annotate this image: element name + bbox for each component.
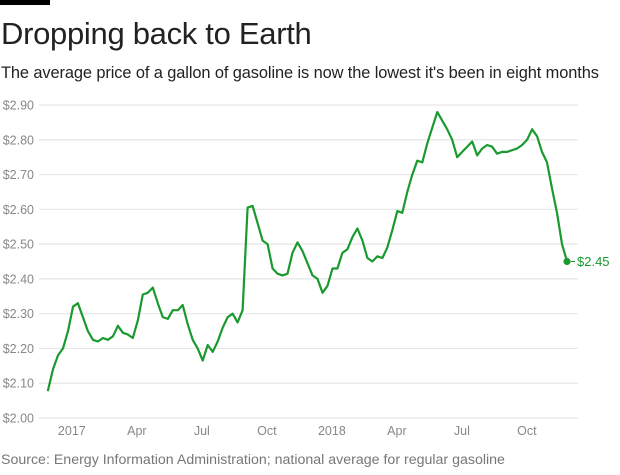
- y-tick-label: $2.30: [3, 307, 34, 321]
- y-tick-label: $2.70: [3, 168, 34, 182]
- series-layer: [46, 110, 569, 392]
- end-value-label: $2.45: [577, 254, 610, 269]
- y-tick-label: $2.20: [3, 342, 34, 356]
- x-tick-label: Apr: [127, 424, 146, 438]
- x-tick-label: 2017: [58, 424, 86, 438]
- y-tick-label: $2.10: [3, 377, 34, 391]
- x-axis-ticks: 2017 Apr Jul Oct 2018 Apr Jul Oct: [58, 424, 537, 438]
- gridlines: [39, 104, 578, 419]
- chart-title: Dropping back to Earth: [1, 16, 312, 51]
- x-tick-label: Oct: [517, 424, 537, 438]
- y-axis-ticks: $2.00 $2.10 $2.20 $2.30 $2.40 $2.50 $2.60 $2.70…: [3, 99, 34, 426]
- annotation-layer: $2.45: [563, 254, 610, 269]
- y-tick-label: $2.60: [3, 203, 34, 217]
- x-tick-label: 2018: [318, 424, 346, 438]
- y-tick-label: $2.50: [3, 238, 34, 252]
- y-tick-label: $2.00: [3, 412, 34, 426]
- x-tick-label: Jul: [454, 424, 470, 438]
- x-tick-label: Apr: [387, 424, 406, 438]
- x-tick-label: Jul: [194, 424, 210, 438]
- y-tick-label: $2.90: [3, 99, 34, 113]
- price-line: [46, 110, 569, 392]
- brand-bar: [0, 0, 50, 5]
- y-tick-label: $2.80: [3, 133, 34, 147]
- y-tick-label: $2.40: [3, 272, 34, 286]
- source-note: Source: Energy Information Administratio…: [1, 452, 505, 468]
- x-tick-label: Oct: [257, 424, 277, 438]
- chart-subtitle: The average price of a gallon of gasolin…: [1, 64, 599, 82]
- end-point-marker: [563, 257, 571, 266]
